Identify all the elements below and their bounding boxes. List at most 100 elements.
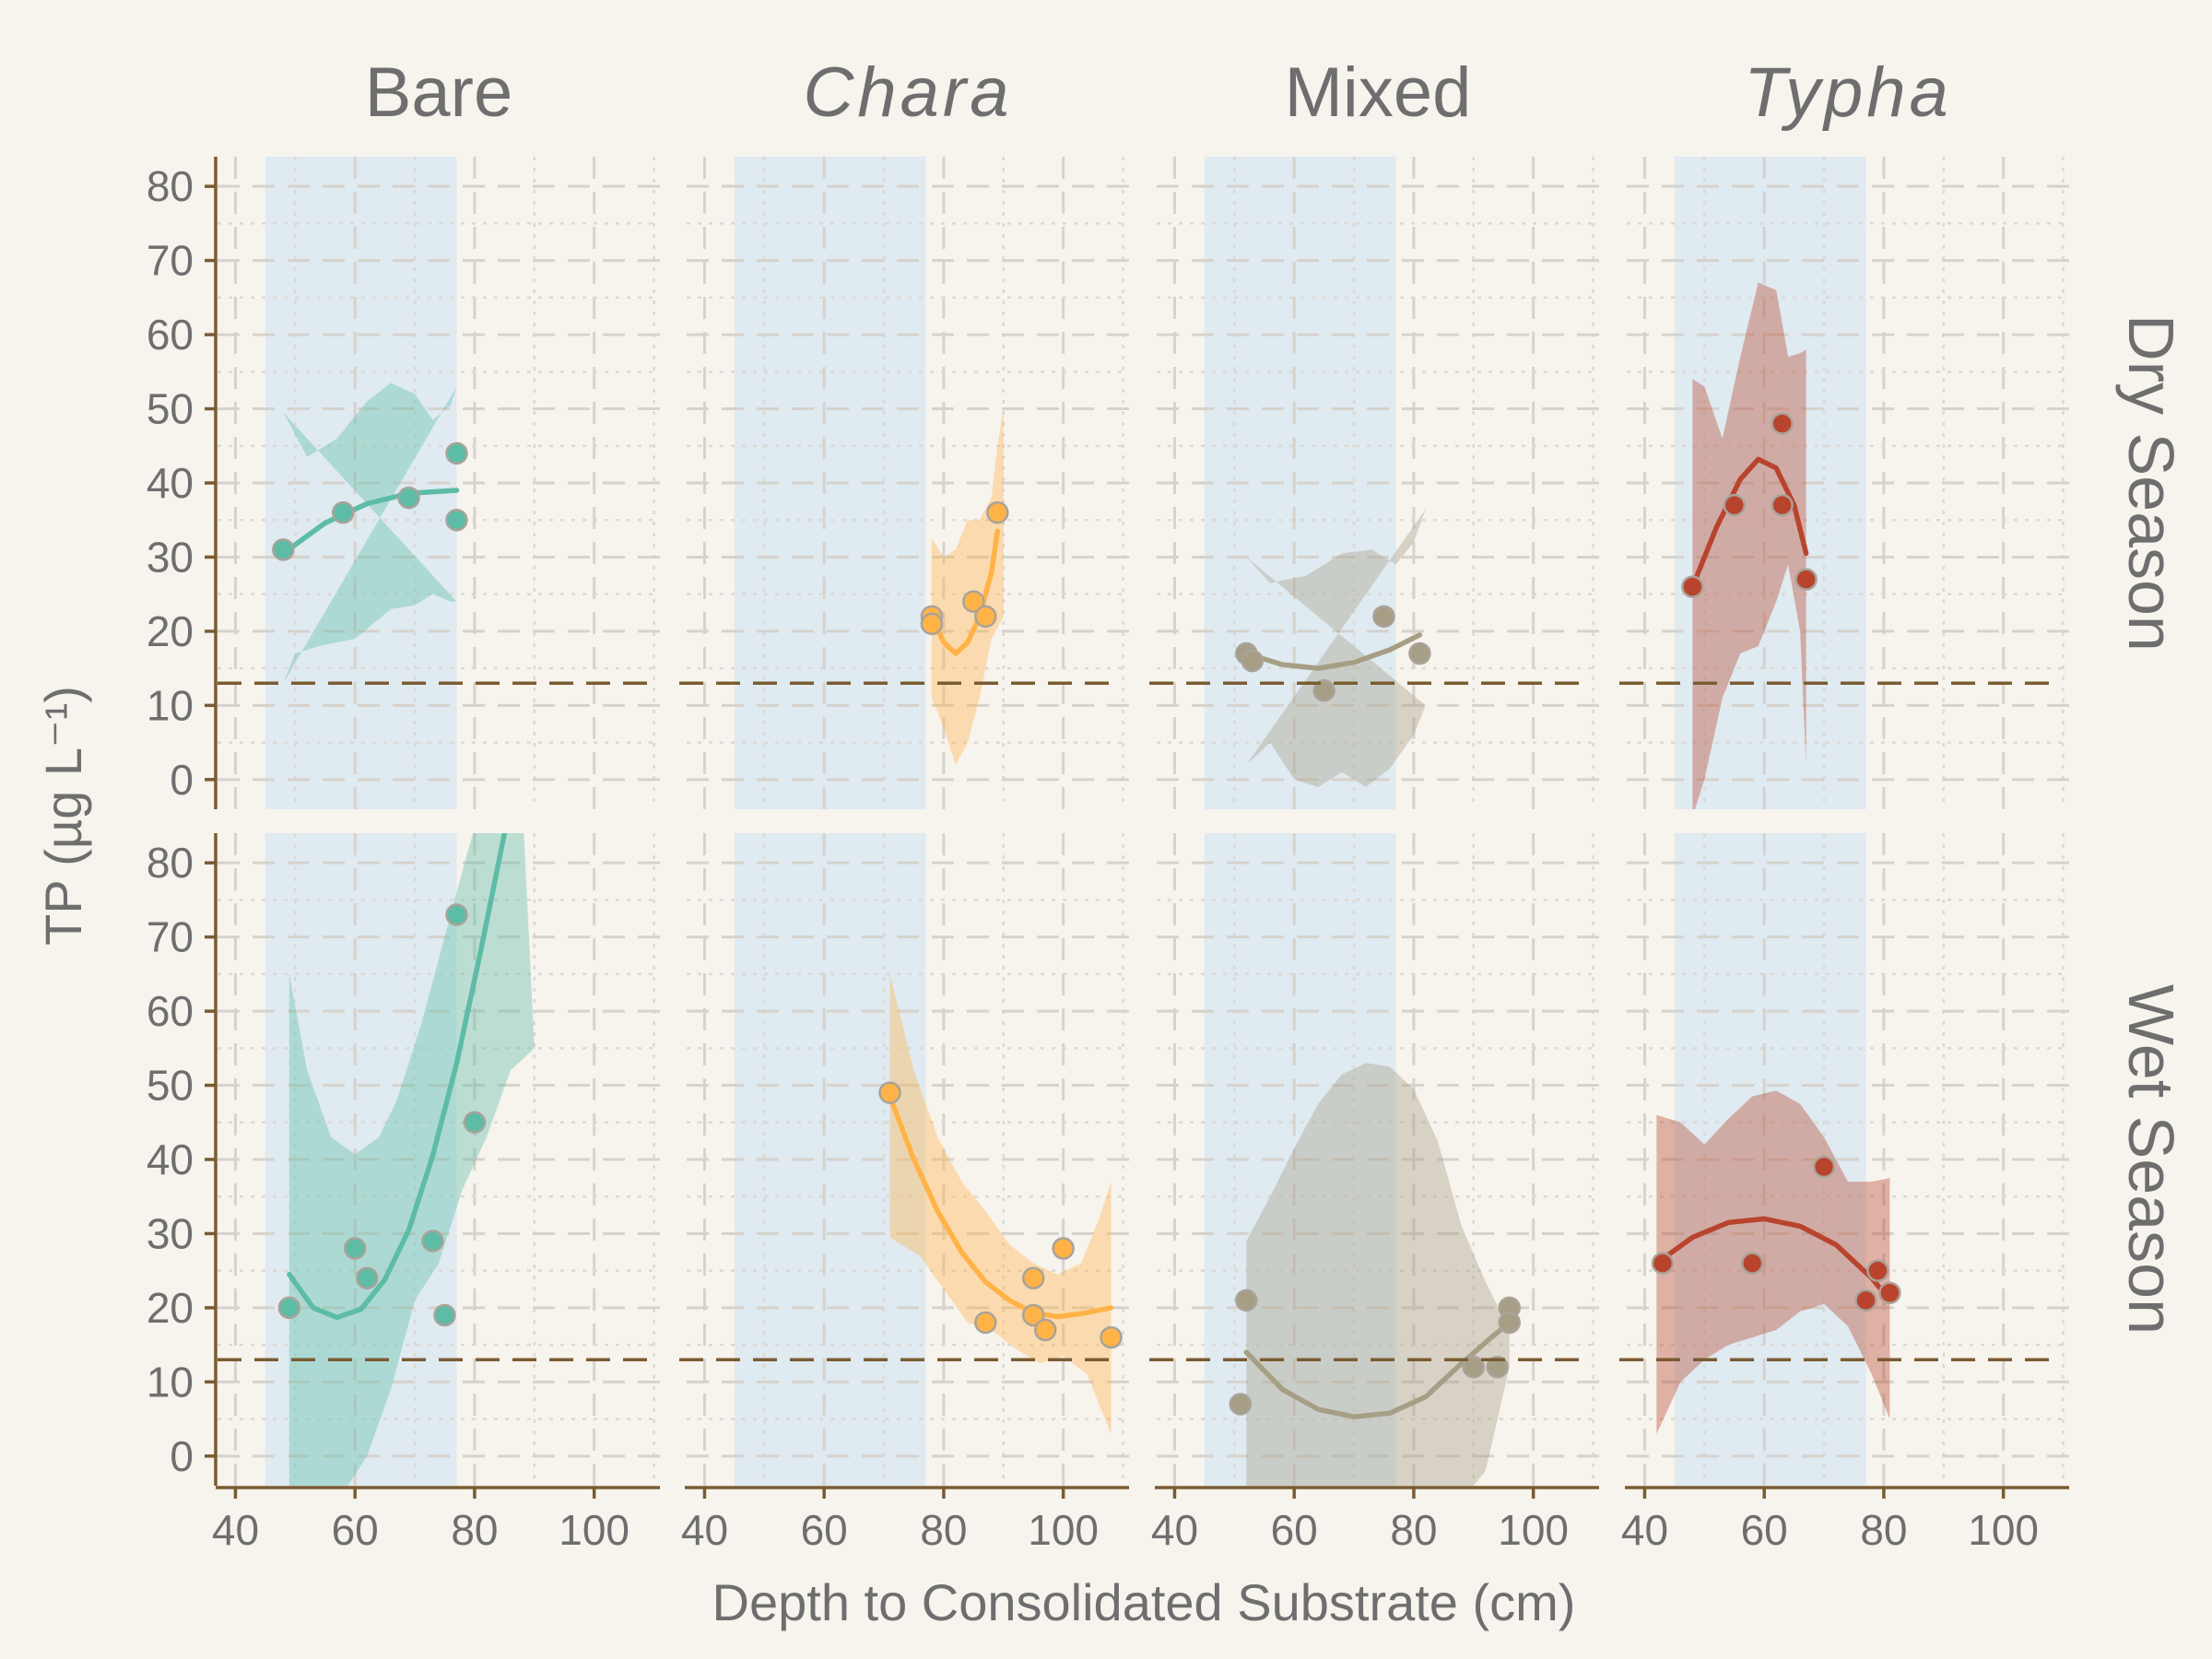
data-point [986,500,1009,524]
y-tick-label: 50 [147,1062,194,1110]
x-tick-label: 40 [681,1506,728,1554]
data-point [1241,649,1265,673]
x-tick-label: 60 [801,1506,848,1554]
y-axis-title: TP (µg L⁻¹) [34,686,92,946]
fitted-curve [1243,1320,1512,1419]
data-point [1866,1259,1889,1282]
x-tick-label: 100 [559,1506,629,1554]
data-point [433,1303,456,1327]
data-point [974,605,997,629]
data-point [445,903,468,926]
y-tick-label: 0 [170,1432,194,1480]
data-point [1878,1281,1901,1305]
x-tick-label: 40 [1151,1506,1198,1554]
data-point [1033,1318,1057,1342]
y-tick-label: 50 [147,385,194,433]
panel-wet-bare [218,833,660,1486]
y-tick-label: 80 [147,162,194,210]
data-point [1462,1356,1486,1379]
data-point [277,1296,301,1320]
y-tick-label: 30 [147,533,194,581]
data-point [974,1311,997,1335]
panel-dry-typha [1627,157,2069,809]
column-title-mixed: Mixed [1285,53,1472,132]
data-point [1794,568,1818,591]
data-point [1021,1266,1045,1289]
fitted-curve [887,1093,1114,1320]
x-tick-label: 100 [1968,1506,2039,1554]
panel-dry-mixed [1157,157,1599,809]
x-tick-label: 60 [1741,1506,1788,1554]
data-point [1771,493,1794,517]
facet-strip-labels: Bare Chara Mixed Typha Dry Season Wet Season [365,53,2187,1335]
y-tick-label: 80 [147,839,194,887]
x-tick-label: 100 [1028,1506,1099,1554]
panel-wet-mixed [1157,833,1599,1486]
data-point [1651,1252,1675,1275]
facet-panels [218,157,2069,1486]
confidence-ribbon [283,382,457,684]
y-tick-label: 20 [147,1284,194,1332]
data-point [1235,1288,1258,1312]
y-tick-label: 70 [147,913,194,961]
x-tick-label: 80 [920,1506,967,1554]
column-title-chara: Chara [804,53,1013,132]
y-tick-label: 20 [147,607,194,655]
fitted-curve [1689,456,1809,590]
data-point [445,441,468,465]
data-point [1498,1311,1521,1335]
data-point [397,486,420,510]
data-point [1771,412,1794,435]
row-title-wet: Wet Season [2115,984,2187,1335]
data-point [1812,1155,1836,1179]
y-tick-label: 10 [147,681,194,729]
fitted-curve [280,488,460,557]
y-tick-label: 0 [170,756,194,804]
x-tick-label: 80 [451,1506,498,1554]
y-tick-label: 70 [147,237,194,285]
data-point [445,508,468,532]
data-point [920,612,944,636]
x-tick-label: 80 [1390,1506,1437,1554]
row-title-dry: Dry Season [2115,314,2187,652]
data-point [1052,1237,1075,1260]
data-point [1021,1303,1045,1327]
data-point [1229,1393,1253,1416]
x-tick-label: 40 [212,1506,259,1554]
confidence-ribbon [1656,1090,1890,1434]
data-point [272,538,295,561]
x-axis-title: Depth to Consolidated Substrate (cm) [712,1573,1576,1631]
data-point [1372,605,1395,629]
data-point [1100,1325,1123,1349]
data-point [343,1237,367,1260]
data-point [1723,493,1747,517]
confidence-ribbon [931,408,1004,765]
data-point [463,1111,487,1135]
panel-dry-chara [687,157,1129,809]
data-point [331,500,355,524]
panel-dry-bare [218,157,660,809]
y-tick-label: 60 [147,311,194,359]
data-point [355,1266,379,1289]
fitted-curve [287,833,508,1321]
x-tick-label: 60 [1271,1506,1318,1554]
x-tick-label: 60 [332,1506,379,1554]
axes: 0 10 20 30 40 50 60 70 80 0 10 20 30 40 50 60 70 80 40 60 80… [147,157,2069,1554]
data-point [962,590,985,613]
data-point [878,1081,901,1104]
y-tick-label: 40 [147,1135,194,1183]
x-tick-label: 40 [1621,1506,1668,1554]
panel-wet-typha [1627,833,2069,1486]
x-tick-label: 100 [1498,1506,1569,1554]
data-point [1312,679,1335,702]
column-title-typha: Typha [1744,53,1952,132]
data-point [421,1230,444,1253]
x-tick-label: 80 [1860,1506,1907,1554]
y-tick-label: 60 [147,987,194,1035]
data-point [1740,1252,1764,1275]
data-point [1486,1356,1509,1379]
panel-wet-chara [687,833,1129,1486]
data-point [1681,575,1704,598]
fitted-curve [929,528,1001,656]
